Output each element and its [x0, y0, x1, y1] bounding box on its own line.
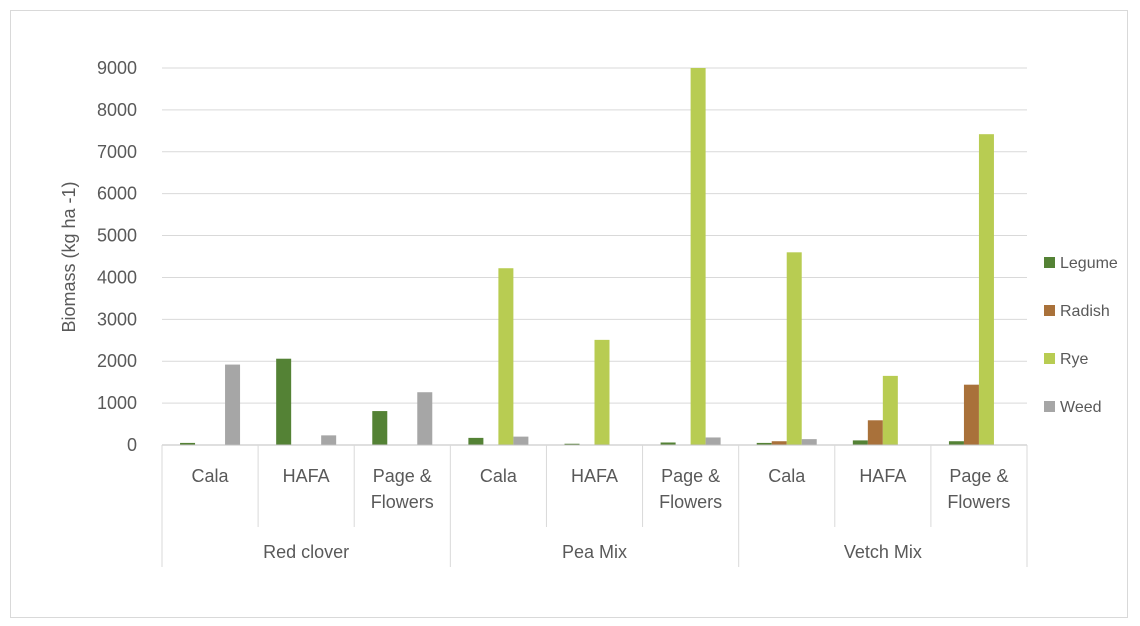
bar-rye — [882, 375, 898, 445]
bar-weed — [513, 436, 529, 445]
bar-legume — [852, 440, 868, 445]
y-tick-label: 3000 — [97, 309, 137, 329]
bar-rye — [594, 339, 610, 445]
y-tick-label: 4000 — [97, 267, 137, 287]
x-group-label: Pea Mix — [562, 542, 627, 562]
y-axis-label: Biomass (kg ha -1) — [59, 181, 79, 332]
bar-weed — [225, 364, 241, 445]
x-category-label: HAFA — [859, 466, 906, 486]
bar-weed — [417, 392, 433, 445]
legend-swatch-legume — [1044, 257, 1055, 268]
y-tick-label: 0 — [127, 435, 137, 455]
bars — [180, 68, 994, 445]
gridlines — [162, 67, 1027, 404]
bar-radish — [963, 384, 979, 445]
axes — [161, 444, 1028, 567]
bar-legume — [948, 441, 964, 445]
legend-swatch-rye — [1044, 353, 1055, 364]
y-tick-labels: 0 1000 2000 3000 4000 5000 6000 7000 8000 9000 — [97, 58, 137, 455]
x-category-label: Page & Flowers — [947, 466, 1010, 512]
x-group-label: Red clover — [263, 542, 349, 562]
y-tick-label: 5000 — [97, 226, 137, 246]
bar-weed — [801, 439, 817, 445]
y-tick-label: 1000 — [97, 393, 137, 413]
bar-legume — [660, 442, 676, 445]
legend-label-rye: Rye — [1060, 351, 1089, 368]
x-category-label: Page & Flowers — [371, 466, 434, 512]
bar-radish — [771, 441, 787, 445]
x-group-labels: Red clover Pea Mix Vetch Mix — [263, 542, 922, 562]
bar-rye — [690, 68, 706, 445]
legend-swatch-radish — [1044, 305, 1055, 316]
y-tick-label: 6000 — [97, 184, 137, 204]
legend-label-weed: Weed — [1060, 399, 1102, 416]
legend-swatch-weed — [1044, 401, 1055, 412]
legend: Legume Radish Rye Weed — [1044, 255, 1118, 416]
bar-legume — [756, 442, 772, 445]
x-category-label: Cala — [480, 466, 518, 486]
bar-legume — [564, 443, 580, 445]
bar-legume — [180, 442, 196, 445]
bar-legume — [276, 358, 292, 445]
biomass-bar-chart: 0 1000 2000 3000 4000 5000 6000 7000 8000 9000 Ca… — [59, 58, 1118, 567]
bar-radish — [867, 420, 883, 445]
bar-legume — [468, 437, 484, 445]
x-category-label: Page & Flowers — [659, 466, 722, 512]
bar-rye — [978, 134, 994, 445]
x-group-label: Vetch Mix — [844, 542, 922, 562]
chart-frame: 0 1000 2000 3000 4000 5000 6000 7000 8000 9000 Ca… — [10, 10, 1128, 618]
legend-label-radish: Radish — [1060, 303, 1110, 320]
bar-legume — [372, 411, 388, 445]
legend-label-legume: Legume — [1060, 255, 1118, 272]
x-category-label: Cala — [768, 466, 806, 486]
bar-weed — [705, 437, 721, 445]
x-category-labels: Cala HAFA Page & Flowers Cala HAFA Page & Flowe… — [192, 466, 1011, 512]
x-category-label: HAFA — [283, 466, 330, 486]
bar-weed — [321, 435, 337, 445]
bar-rye — [786, 252, 802, 445]
y-tick-label: 2000 — [97, 351, 137, 371]
y-tick-label: 8000 — [97, 100, 137, 120]
bar-rye — [498, 268, 514, 445]
y-tick-label: 9000 — [97, 58, 137, 78]
x-category-label: HAFA — [571, 466, 618, 486]
y-tick-label: 7000 — [97, 142, 137, 162]
x-category-label: Cala — [192, 466, 230, 486]
